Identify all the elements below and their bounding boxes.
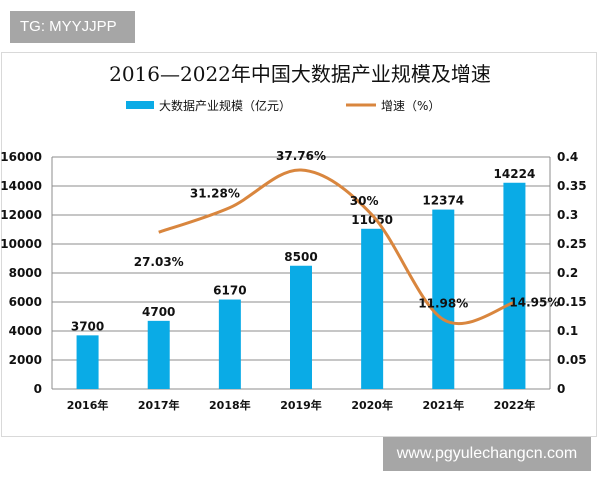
right-tick-label: 0.05 (557, 353, 587, 367)
bar (218, 299, 241, 389)
legend-bar-swatch (126, 101, 154, 109)
bar (432, 209, 455, 389)
left-tick-label: 10000 (0, 237, 42, 251)
bar-value-label: 14224 (494, 167, 536, 181)
bar-value-label: 8500 (284, 250, 317, 264)
legend-bar-label: 大数据产业规模（亿元） (159, 98, 291, 113)
left-tick-label: 0 (34, 382, 42, 396)
left-tick-label: 2000 (9, 353, 42, 367)
left-tick-label: 12000 (0, 208, 42, 222)
x-tick-label: 2018年 (209, 398, 251, 412)
bar-value-label: 11050 (351, 213, 393, 227)
x-tick-label: 2021年 (422, 398, 464, 412)
right-tick-label: 0.35 (557, 179, 587, 193)
line-value-label: 11.98% (418, 297, 468, 311)
bar (76, 335, 99, 389)
line-value-label: 37.76% (276, 149, 326, 163)
bar-value-label: 12374 (422, 194, 464, 208)
chart-title: 2016—2022年中国大数据产业规模及增速 (109, 62, 491, 86)
right-tick-label: 0.1 (557, 324, 578, 338)
x-tick-label: 2020年 (351, 398, 393, 412)
right-tick-label: 0 (557, 382, 565, 396)
x-tick-label: 2019年 (280, 398, 322, 412)
growth-line (158, 168, 515, 326)
line-value-label: 14.95% (509, 295, 559, 309)
left-tick-label: 4000 (9, 324, 42, 338)
bar (503, 182, 526, 389)
bar (361, 228, 384, 389)
bar (147, 320, 170, 389)
left-tick-label: 8000 (9, 266, 42, 280)
watermark-top-left: TG: MYYJJPP (10, 11, 135, 43)
line-value-label: 27.03% (134, 255, 184, 269)
bar (290, 265, 312, 389)
bar-value-label: 3700 (71, 319, 104, 333)
right-tick-label: 0.25 (557, 237, 587, 251)
left-tick-label: 14000 (0, 179, 42, 193)
line-value-label: 31.28% (190, 187, 240, 201)
right-tick-label: 0.3 (557, 208, 578, 222)
x-tick-label: 2016年 (67, 398, 109, 412)
legend-line-label: 增速（%） (381, 99, 440, 113)
right-tick-label: 0.15 (557, 295, 587, 309)
right-tick-label: 0.4 (557, 150, 578, 164)
line-value-label: 30% (350, 194, 379, 208)
watermark-bottom-right: www.pgyulechangcn.com (383, 437, 591, 471)
bar-value-label: 4700 (142, 305, 175, 319)
chart-frame (1, 52, 597, 437)
x-tick-label: 2022年 (494, 398, 536, 412)
left-tick-label: 16000 (0, 150, 42, 164)
bar-value-label: 6170 (213, 284, 246, 298)
left-tick-label: 6000 (9, 295, 42, 309)
right-tick-label: 0.2 (557, 266, 578, 280)
x-tick-label: 2017年 (138, 398, 180, 412)
